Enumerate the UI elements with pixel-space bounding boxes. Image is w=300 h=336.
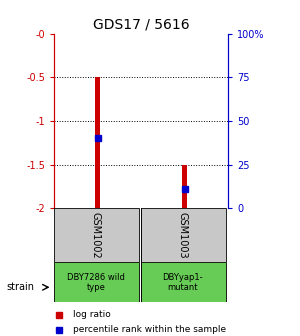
Text: DBY7286 wild
type: DBY7286 wild type [67, 272, 125, 292]
Bar [182, 165, 187, 208]
Text: strain: strain [6, 282, 34, 292]
Text: log ratio: log ratio [73, 310, 110, 319]
Bar [54, 262, 139, 302]
Text: DBYyap1-
mutant: DBYyap1- mutant [162, 272, 203, 292]
Bar [141, 208, 226, 262]
Text: percentile rank within the sample: percentile rank within the sample [73, 326, 226, 334]
Bar [95, 77, 100, 208]
Text: GSM1003: GSM1003 [178, 212, 188, 258]
Bar [141, 262, 226, 302]
Title: GDS17 / 5616: GDS17 / 5616 [93, 17, 189, 31]
Bar [54, 208, 139, 262]
Text: GSM1002: GSM1002 [91, 212, 101, 259]
